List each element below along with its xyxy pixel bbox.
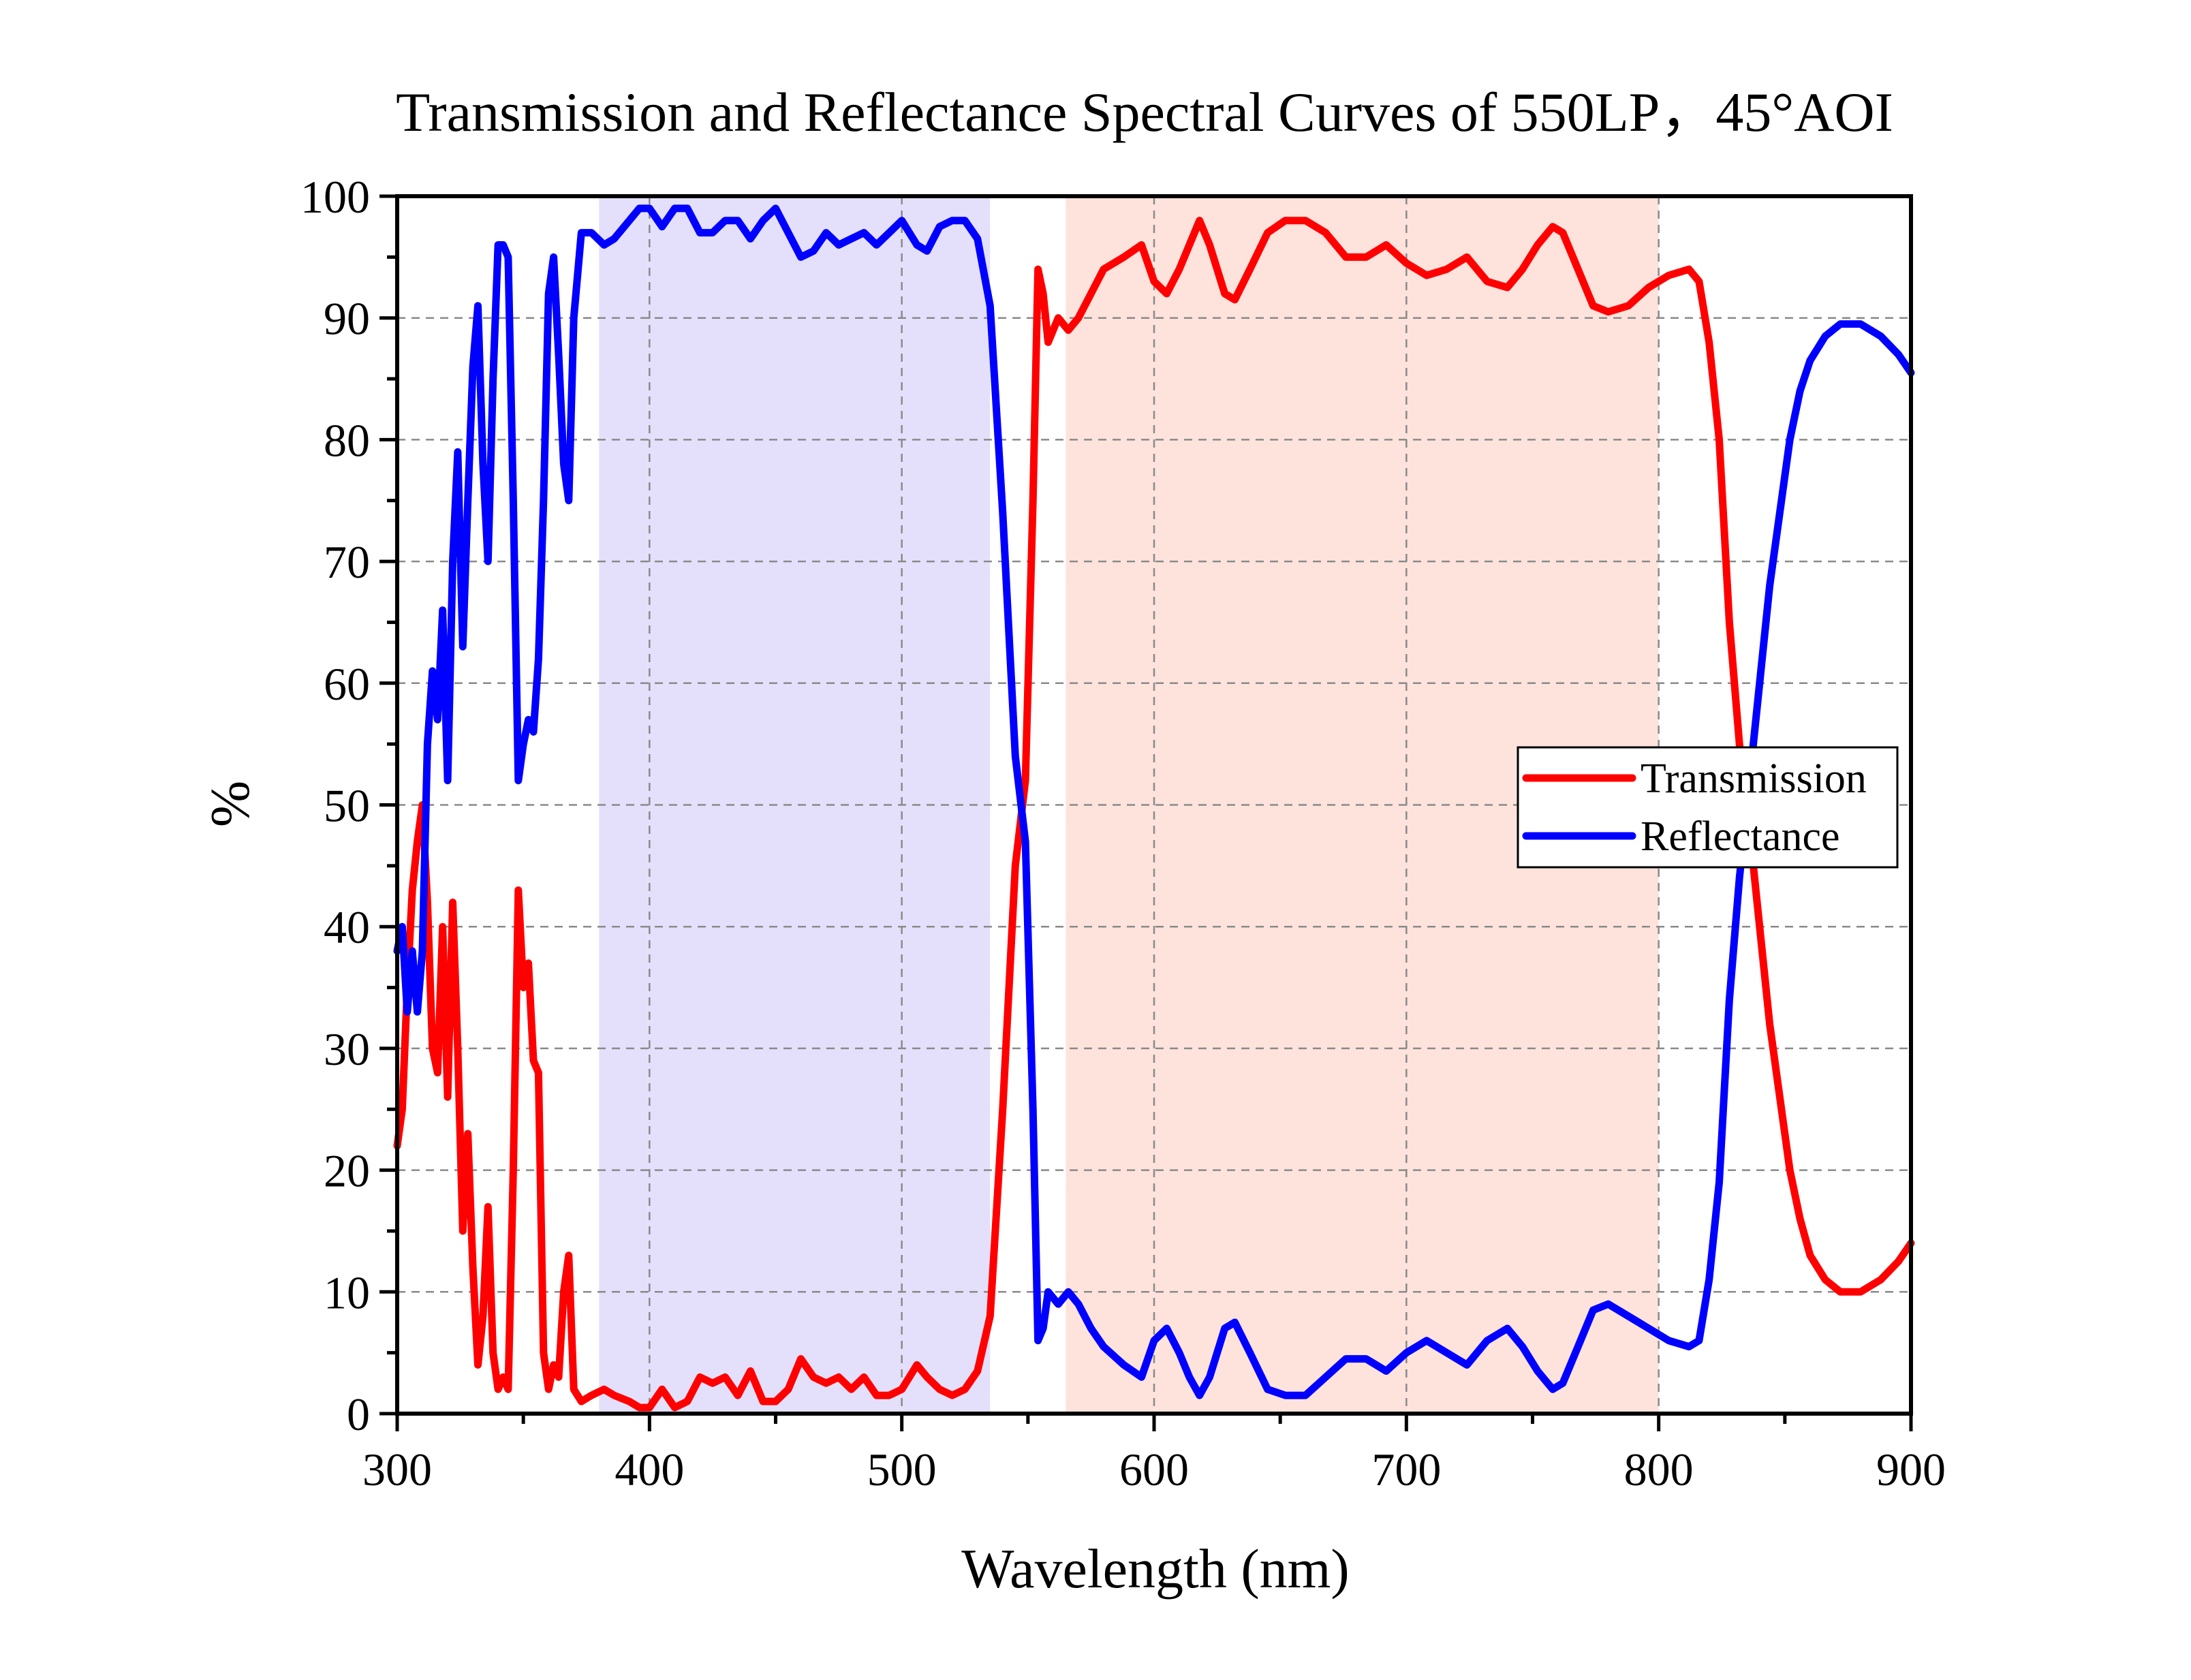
y-tick-label: 90	[324, 293, 370, 345]
y-tick-label: 0	[347, 1388, 370, 1440]
x-axis-title: Wavelength (nm)	[961, 1538, 1349, 1600]
x-tick-label: 500	[867, 1444, 937, 1495]
x-tick-label: 700	[1371, 1444, 1441, 1495]
x-tick-label: 600	[1119, 1444, 1189, 1495]
axes	[379, 194, 1913, 1431]
y-tick-label: 50	[324, 780, 370, 832]
chart-title: Transmission and Reflectance Spectral Cu…	[396, 81, 1893, 143]
legend: Transmission Reflectance	[1517, 746, 1899, 869]
y-tick-label: 30	[324, 1023, 370, 1075]
x-tick-label: 900	[1876, 1444, 1946, 1495]
y-tick-label: 20	[324, 1145, 370, 1197]
y-axis-title: %	[199, 781, 261, 827]
y-tick-label: 100	[300, 171, 370, 223]
legend-label-reflectance: Reflectance	[1641, 813, 1840, 860]
series-line-reflectance	[393, 204, 1915, 1399]
y-tick-label: 80	[324, 414, 370, 466]
x-tick-label: 400	[615, 1444, 684, 1495]
legend-label-transmission: Transmission	[1641, 756, 1867, 802]
series-line-transmission	[393, 217, 1915, 1412]
legend-box	[1517, 746, 1899, 869]
x-tick-label: 800	[1624, 1444, 1694, 1495]
y-tick-label: 10	[324, 1266, 370, 1318]
y-tick-label: 60	[324, 658, 370, 710]
tick-labels: 300 400 500 600 700 800 900 0 10 20 30 40 50 60 70 80 90…	[300, 171, 1946, 1495]
series-lines	[393, 204, 1915, 1412]
shaded-region-1	[599, 196, 991, 1414]
y-tick-label: 40	[324, 901, 370, 953]
x-tick-label: 300	[362, 1444, 432, 1495]
y-tick-label: 70	[324, 536, 370, 588]
